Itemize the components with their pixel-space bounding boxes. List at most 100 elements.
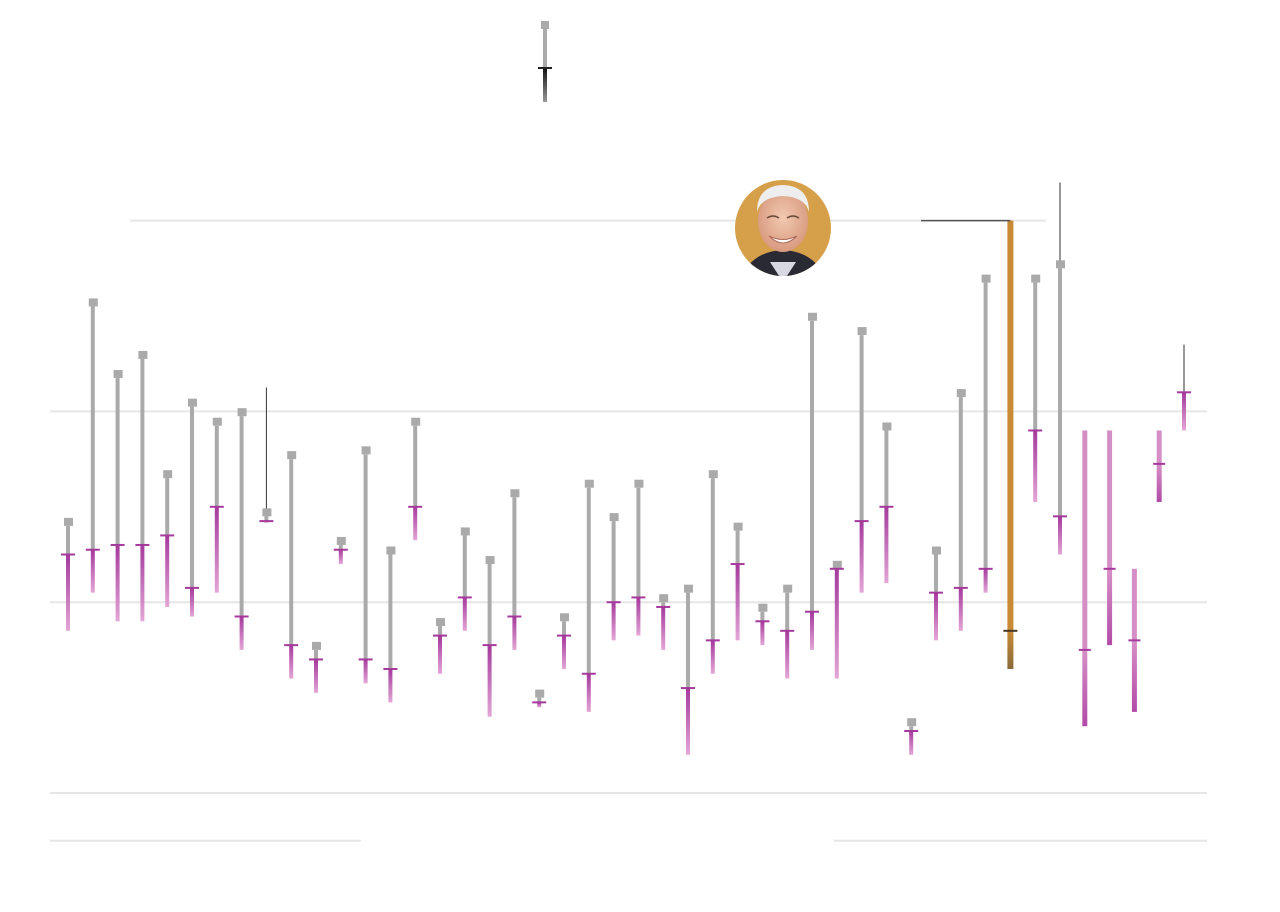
- top-cap: [436, 618, 445, 627]
- range-mark-35: [904, 718, 919, 755]
- drop-bar: [834, 568, 839, 679]
- range-mark-23: [606, 513, 621, 641]
- drop-bar: [586, 673, 591, 712]
- drop-bar: [190, 587, 194, 617]
- top-cap: [212, 417, 222, 426]
- range-mark-17: [457, 527, 472, 631]
- range-mark-31: [805, 312, 819, 650]
- top-cap: [584, 479, 594, 488]
- range-mark-24: [631, 479, 646, 636]
- range-mark-28: [730, 522, 745, 641]
- drop-bar: [934, 592, 938, 641]
- top-cap: [907, 718, 917, 727]
- drop-bar: [958, 587, 963, 631]
- highlight-bar: [1007, 220, 1014, 631]
- top-cap: [336, 536, 346, 545]
- light-range: [1082, 430, 1088, 650]
- drop-bar: [438, 635, 442, 674]
- range-mark-15: [408, 417, 423, 541]
- top-cap: [733, 522, 743, 531]
- range-mark-41: [1053, 182, 1067, 555]
- drop-bar: [909, 730, 914, 755]
- top-cap: [708, 470, 718, 479]
- portrait-hair: [757, 185, 809, 212]
- drop-bar: [487, 645, 492, 717]
- drop-bar: [363, 659, 368, 684]
- light-range: [1107, 430, 1113, 569]
- top-cap: [1031, 274, 1041, 283]
- range-mark-11: [309, 641, 323, 693]
- range-mark-1: [61, 517, 75, 631]
- top-cap: [981, 274, 991, 283]
- top-cap: [609, 513, 619, 522]
- drop-bar: [165, 535, 170, 607]
- range-mark-18: [482, 556, 497, 717]
- drop-bar: [413, 506, 418, 541]
- drop-bar: [686, 688, 690, 755]
- top-cap: [113, 370, 123, 379]
- range-mark-25: [656, 594, 671, 650]
- range-mark-9: [259, 387, 274, 523]
- range-mark-3: [110, 370, 125, 622]
- range-mark-2: [85, 298, 100, 593]
- drop-bar: [636, 597, 641, 636]
- drop-bar: [289, 645, 294, 679]
- top-cap: [287, 451, 297, 460]
- range-mark-46: [1177, 344, 1191, 431]
- range-mark-38: [978, 274, 993, 593]
- drop-bar: [810, 611, 814, 650]
- portrait-photo: [735, 180, 831, 276]
- drop-bar: [537, 702, 542, 708]
- range-mark-8: [234, 408, 249, 650]
- drop-bar: [314, 659, 318, 693]
- range-mark-12: [333, 536, 348, 565]
- drop-bar: [140, 544, 145, 622]
- top-cap: [758, 603, 768, 612]
- range-mark-4: [135, 350, 150, 622]
- light-range: [1156, 430, 1162, 464]
- range-mark-42: [1078, 430, 1091, 727]
- range-mark-27: [705, 470, 720, 674]
- top-cap: [560, 613, 569, 622]
- drop-bar: [338, 549, 343, 565]
- top-cap: [237, 408, 247, 417]
- range-mark-40: [1028, 274, 1043, 503]
- top-cap: [138, 350, 148, 359]
- drop-bar: [661, 606, 666, 650]
- top-cap: [882, 422, 892, 431]
- drop-bar: [884, 506, 889, 584]
- drop-bar: [562, 635, 566, 669]
- range-mark-21: [557, 613, 571, 669]
- top-cap: [1056, 260, 1065, 269]
- light-drop: [1107, 568, 1113, 646]
- top-cap: [783, 584, 793, 593]
- drop-bar: [512, 616, 517, 650]
- drop-bar: [760, 621, 765, 646]
- range-mark-37: [953, 389, 968, 631]
- portrait-eyes: [766, 215, 800, 219]
- top-cap: [64, 517, 73, 526]
- drop-bar: [1182, 392, 1186, 431]
- top-cap: [510, 489, 520, 498]
- top-cap: [857, 327, 867, 336]
- drop-bar: [1058, 516, 1062, 555]
- top-cap: [956, 389, 966, 398]
- range-mark-33: [854, 327, 869, 593]
- drop-bar: [239, 616, 244, 650]
- range-mark-5: [160, 470, 175, 607]
- range-mark-44: [1128, 568, 1141, 712]
- range-mark-10: [284, 451, 299, 679]
- range-mark-36: [929, 546, 943, 641]
- range-mark-20: [532, 689, 547, 708]
- range-mark-32: [829, 560, 844, 679]
- light-range: [1131, 568, 1137, 641]
- key-drop: [543, 68, 547, 102]
- drop-bar: [735, 564, 740, 641]
- top-cap: [262, 508, 272, 517]
- range-mark-22: [581, 479, 596, 712]
- top-cap: [163, 470, 173, 479]
- top-cap: [832, 560, 842, 569]
- top-cap: [312, 641, 321, 650]
- range-mark-16: [433, 618, 447, 674]
